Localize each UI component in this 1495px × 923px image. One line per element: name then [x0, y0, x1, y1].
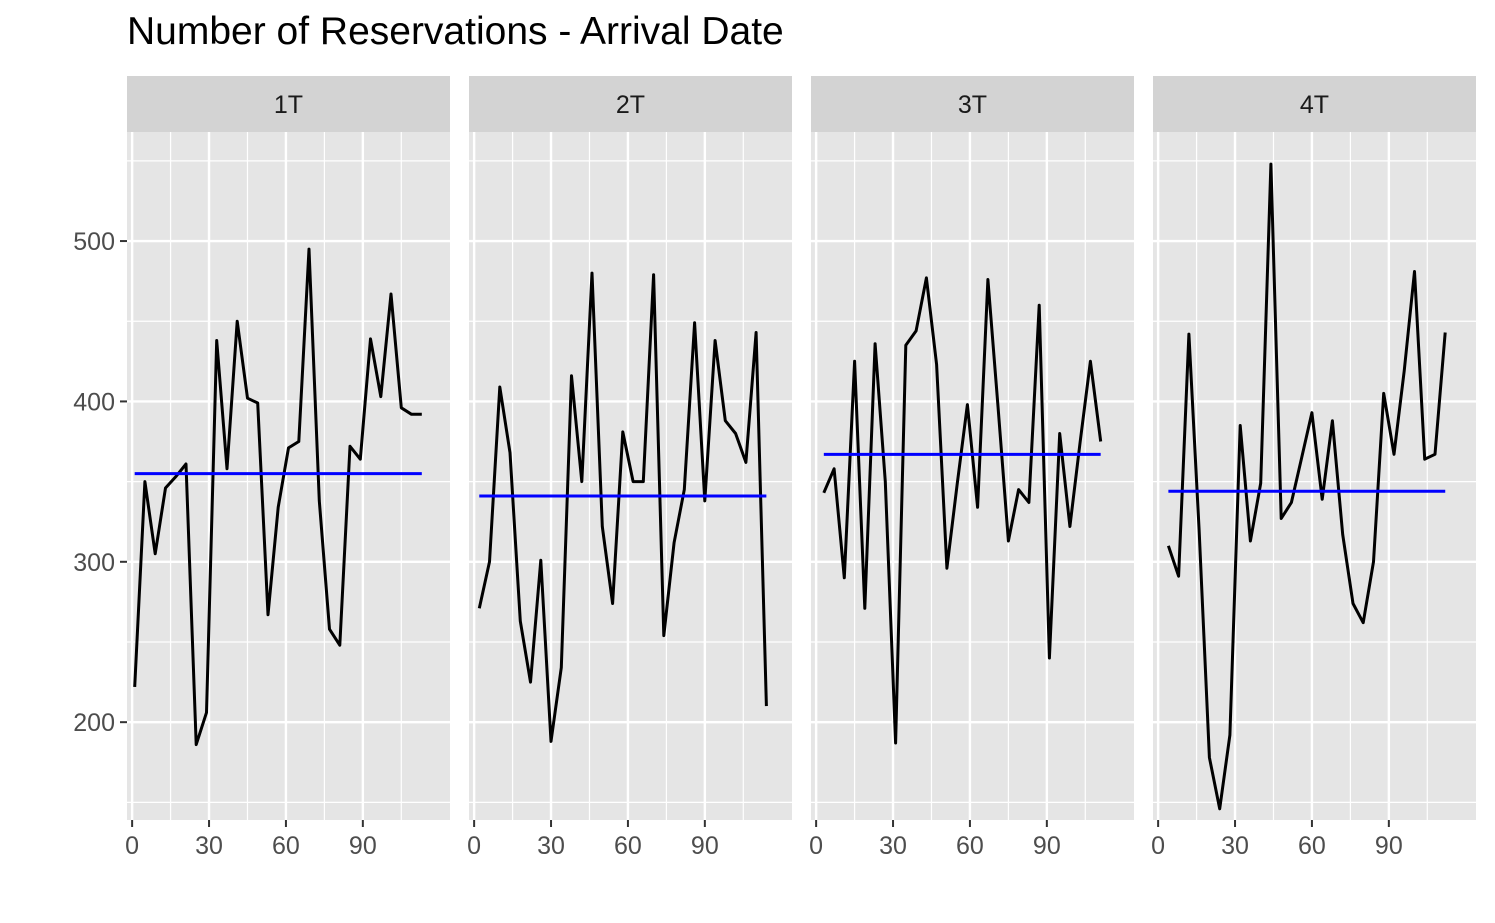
x-tick-label: 60: [1298, 832, 1326, 860]
facet-strip: [127, 76, 450, 132]
reservations-series-line: [477, 271, 768, 743]
x-tick-label: 60: [956, 832, 984, 860]
chart-title: Number of Reservations - Arrival Date: [127, 10, 784, 53]
facet-strip: [811, 76, 1134, 132]
x-tick-label: 90: [1033, 832, 1061, 860]
panel-background: [127, 132, 450, 820]
panel-background: [811, 132, 1134, 820]
x-tick-label: 90: [691, 832, 719, 860]
x-tick-label: 30: [537, 832, 565, 860]
y-tick-label: 300: [73, 549, 115, 577]
x-tick-label: 30: [879, 832, 907, 860]
facet-strip-label: 3T: [958, 91, 987, 119]
facet-strip: [1153, 76, 1476, 132]
x-tick-label: 30: [1221, 832, 1249, 860]
facet-strip-label: 2T: [616, 91, 645, 119]
facet-strip-label: 1T: [274, 91, 303, 119]
x-tick-label: 90: [349, 832, 377, 860]
x-tick-label: 30: [195, 832, 223, 860]
y-tick-label: 400: [73, 388, 115, 416]
reservations-series-line: [133, 247, 422, 747]
y-tick-label: 200: [73, 709, 115, 737]
x-tick-label: 0: [467, 832, 481, 860]
facet-strip: [469, 76, 792, 132]
y-tick-label: 500: [73, 228, 115, 256]
x-tick-label: 60: [614, 832, 642, 860]
x-tick-label: 60: [272, 832, 300, 860]
x-tick-label: 0: [809, 832, 823, 860]
x-tick-label: 90: [1375, 832, 1403, 860]
reservations-series-line: [822, 276, 1103, 745]
reservations-series-line: [1166, 162, 1447, 811]
facet-strip-label: 4T: [1300, 91, 1329, 119]
x-tick-label: 0: [125, 832, 139, 860]
x-tick-label: 0: [1151, 832, 1165, 860]
